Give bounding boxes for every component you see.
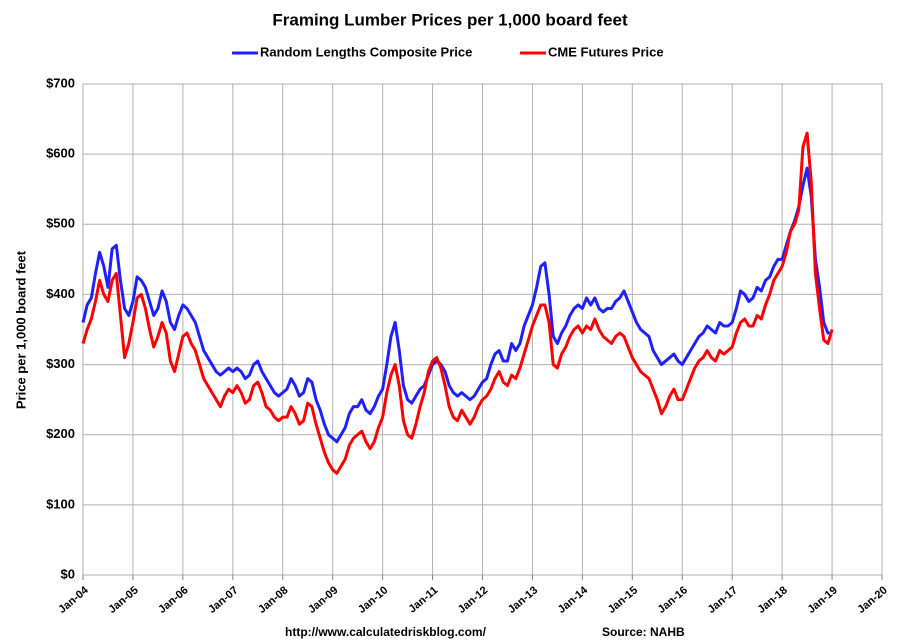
series-line: [81, 131, 834, 475]
y-tick-label: $0: [61, 566, 75, 581]
y-tick-label: $400: [46, 286, 75, 301]
y-tick-label: $600: [46, 146, 75, 161]
footer-source: Source: NAHB: [602, 625, 685, 639]
legend-label: Random Lengths Composite Price: [260, 44, 472, 59]
y-tick-label: $300: [46, 356, 75, 371]
legend-label: CME Futures Price: [548, 44, 664, 59]
footer-url: http://www.calculatedriskblog.com/: [285, 625, 487, 639]
series-line: [81, 166, 833, 444]
chart-title: Framing Lumber Prices per 1,000 board fe…: [272, 10, 628, 29]
y-tick-label: $200: [46, 426, 75, 441]
y-axis-label: Price per 1,000 board feet: [13, 250, 28, 409]
y-tick-label: $100: [46, 496, 75, 511]
y-tick-label: $500: [46, 216, 75, 231]
y-tick-label: $700: [46, 75, 75, 90]
